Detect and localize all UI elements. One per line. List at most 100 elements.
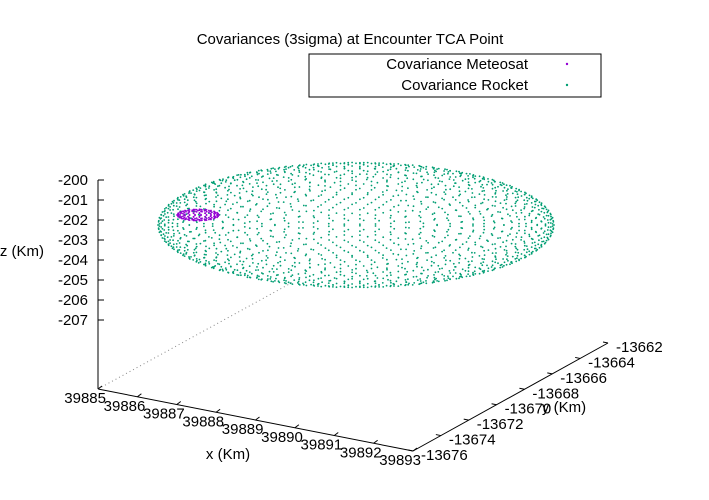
data-point xyxy=(167,240,170,243)
data-point xyxy=(505,194,507,197)
data-point xyxy=(471,256,474,258)
data-point xyxy=(416,261,419,264)
data-point xyxy=(446,217,448,220)
data-point xyxy=(400,248,402,251)
data-point xyxy=(482,176,485,179)
data-point xyxy=(177,196,179,199)
data-point xyxy=(243,173,246,176)
data-point xyxy=(308,188,311,191)
data-point xyxy=(526,248,529,251)
data-point xyxy=(232,229,235,232)
data-point xyxy=(173,215,175,218)
data-point xyxy=(248,227,251,230)
data-point xyxy=(355,267,357,270)
data-point xyxy=(432,167,435,170)
data-point xyxy=(419,220,422,223)
data-point xyxy=(494,200,497,203)
data-point xyxy=(195,217,198,220)
data-point xyxy=(426,171,428,174)
data-point xyxy=(518,258,520,261)
data-point xyxy=(434,176,437,179)
data-point xyxy=(236,184,238,187)
data-point xyxy=(382,170,385,173)
data-point xyxy=(188,224,191,226)
data-point xyxy=(405,193,408,196)
data-point xyxy=(184,213,186,216)
data-point xyxy=(178,199,181,202)
data-point xyxy=(343,280,346,283)
data-point xyxy=(290,252,293,255)
data-point xyxy=(217,262,219,265)
data-point xyxy=(441,240,444,243)
data-point xyxy=(238,256,241,258)
data-point xyxy=(167,219,170,222)
data-point xyxy=(433,261,435,264)
data-point xyxy=(392,195,395,198)
data-point xyxy=(531,209,534,212)
data-point xyxy=(389,176,392,179)
data-point xyxy=(449,225,451,228)
data-point xyxy=(274,224,276,227)
data-point xyxy=(434,230,436,233)
data-point xyxy=(494,186,497,189)
data-point xyxy=(198,233,201,236)
data-point xyxy=(183,255,186,257)
data-point xyxy=(215,196,217,198)
data-point xyxy=(531,250,534,253)
data-point xyxy=(305,284,308,287)
data-point xyxy=(277,174,279,177)
data-point xyxy=(421,266,423,269)
data-point xyxy=(324,267,326,270)
data-point xyxy=(343,162,346,164)
y-axis-ticks: -13676-13674-13672-13670-13668-13666-136… xyxy=(407,339,663,464)
data-point xyxy=(246,214,249,217)
data-point xyxy=(241,263,244,266)
y-tick-label: -13676 xyxy=(421,447,468,464)
data-point xyxy=(172,243,175,246)
data-point xyxy=(215,200,218,203)
data-point xyxy=(387,278,389,281)
data-point xyxy=(499,246,502,248)
data-point xyxy=(211,225,214,228)
data-point xyxy=(192,196,195,199)
data-point xyxy=(296,198,299,201)
data-point xyxy=(427,275,429,277)
data-point xyxy=(251,257,254,260)
data-point xyxy=(335,191,338,194)
data-point xyxy=(518,188,520,191)
data-point xyxy=(454,176,457,178)
data-point xyxy=(343,249,346,252)
data-point xyxy=(491,269,494,272)
data-point xyxy=(312,233,315,235)
data-point xyxy=(217,253,219,256)
data-point xyxy=(452,251,454,254)
data-point xyxy=(523,254,526,257)
data-point xyxy=(193,199,196,202)
data-point xyxy=(447,228,450,231)
data-point xyxy=(182,253,185,256)
data-point xyxy=(215,247,218,250)
data-point xyxy=(267,198,269,201)
data-point xyxy=(332,284,334,286)
data-point xyxy=(276,251,278,254)
data-point xyxy=(537,204,540,207)
data-point xyxy=(339,201,342,204)
data-point xyxy=(543,205,546,208)
data-point xyxy=(530,246,533,249)
data-point xyxy=(237,174,240,176)
data-point xyxy=(195,205,198,207)
data-point xyxy=(427,179,429,182)
data-point xyxy=(460,273,462,276)
data-point xyxy=(460,275,463,278)
data-point xyxy=(419,280,422,282)
data-point xyxy=(359,280,361,283)
data-point xyxy=(520,257,522,260)
data-point xyxy=(458,262,460,264)
data-point xyxy=(267,249,269,252)
data-point xyxy=(389,238,392,241)
data-point xyxy=(262,250,264,252)
data-point xyxy=(530,219,533,222)
data-point xyxy=(487,267,490,270)
data-point xyxy=(545,208,548,211)
